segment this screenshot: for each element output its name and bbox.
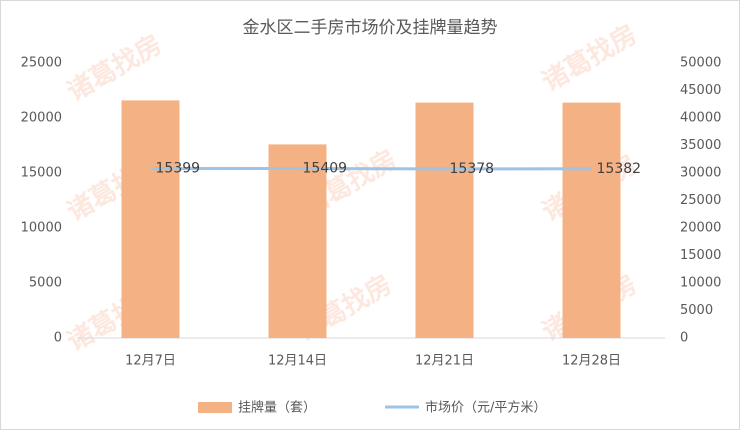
y2-tick-label: 50000 [680,56,721,71]
legend-label: 挂牌量（套） [238,400,316,416]
y-tick-label: 25000 [21,56,62,71]
bar [121,100,180,339]
y2-tick-label: 0 [680,331,688,346]
y-tick-label: 15000 [21,166,62,181]
legend-swatch [198,402,232,413]
legend-label: 市场价（元/平方米） [425,400,546,416]
x-tick-label: 12月28日 [562,354,621,369]
x-tick-label: 12月14日 [268,354,327,369]
data-label: 15382 [597,161,642,177]
y2-tick-label: 30000 [680,166,721,181]
y-tick-label: 0 [54,331,62,346]
x-tick-label: 12月21日 [415,354,474,369]
data-label: 15399 [156,161,201,177]
y2-tick-label: 40000 [680,111,721,126]
y2-tick-label: 5000 [680,303,713,318]
bar [562,102,621,338]
chart-title: 金水区二手房市场价及挂牌量趋势 [243,18,498,38]
y2-tick-label: 35000 [680,138,721,153]
y-tick-label: 5000 [29,276,62,291]
y2-tick-label: 10000 [680,276,721,291]
y-tick-label: 20000 [21,111,62,126]
data-label: 15409 [303,161,348,177]
y2-tick-label: 20000 [680,221,721,236]
data-label: 15378 [450,161,495,177]
bar [415,102,474,338]
y2-tick-label: 25000 [680,193,721,208]
x-tick-label: 12月7日 [125,354,176,369]
y2-tick-label: 15000 [680,248,721,263]
y2-tick-label: 45000 [680,83,721,98]
y-tick-label: 10000 [21,221,62,236]
bar [268,144,327,338]
